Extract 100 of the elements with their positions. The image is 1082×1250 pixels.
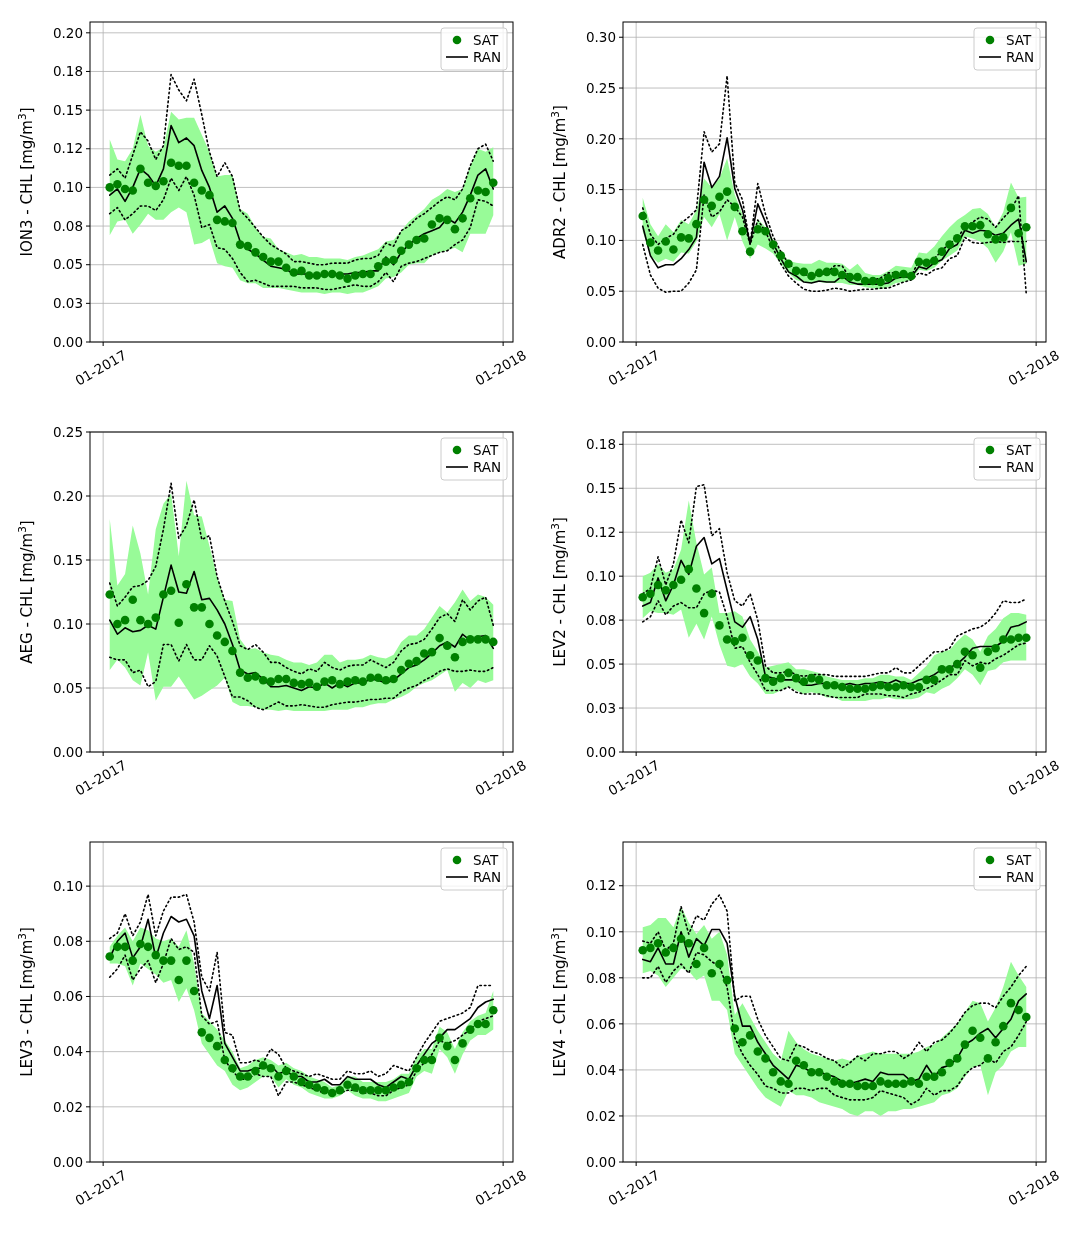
point — [396, 246, 406, 256]
point — [312, 682, 322, 692]
point — [251, 248, 260, 257]
legend-label: SAT — [473, 851, 500, 868]
point — [159, 956, 168, 965]
point — [335, 271, 345, 280]
y-tick-label: 0.20 — [585, 130, 616, 147]
point — [753, 1047, 763, 1056]
point — [312, 1083, 322, 1092]
point — [488, 178, 498, 188]
point — [105, 183, 115, 192]
line-series — [641, 75, 1028, 296]
point — [350, 1083, 360, 1092]
point — [174, 975, 184, 985]
point — [945, 665, 954, 674]
point — [197, 186, 207, 195]
point — [860, 684, 870, 693]
point — [684, 564, 694, 574]
y-tick-label: 0.10 — [52, 615, 83, 632]
point — [205, 619, 214, 629]
point — [960, 1040, 970, 1049]
y-tick-label: 0.20 — [52, 487, 83, 504]
legend-label: SAT — [473, 441, 500, 458]
point — [350, 676, 360, 685]
point — [722, 975, 732, 985]
point — [975, 663, 985, 672]
y-tick-label: 0.05 — [52, 679, 83, 696]
legend-label: RAN — [1006, 868, 1035, 885]
point — [738, 633, 747, 643]
point — [853, 272, 862, 282]
y-tick-label: 0.00 — [52, 333, 83, 350]
point — [435, 633, 444, 643]
point — [320, 1085, 329, 1095]
point — [381, 1085, 391, 1095]
point — [182, 161, 191, 171]
point — [488, 637, 498, 647]
point — [722, 635, 732, 644]
point — [1021, 633, 1031, 643]
point — [228, 1063, 237, 1073]
point — [784, 668, 793, 678]
point — [304, 1080, 314, 1090]
point — [197, 1028, 207, 1037]
point — [722, 187, 732, 196]
point — [960, 647, 970, 657]
y-tick-label: 0.00 — [585, 743, 616, 760]
legend-label: SAT — [1006, 31, 1033, 48]
y-tick-label: 0.30 — [585, 28, 616, 45]
point — [983, 1054, 993, 1063]
point — [745, 651, 755, 660]
y-tick-label: 0.08 — [52, 217, 83, 234]
point — [684, 939, 694, 948]
point — [830, 1077, 839, 1086]
y-tick-label: 0.18 — [585, 436, 616, 453]
point — [991, 643, 1000, 653]
point — [646, 238, 655, 247]
point — [120, 615, 130, 625]
y-tick-label: 0.03 — [585, 699, 616, 716]
y-tick-label: 0.12 — [585, 877, 616, 894]
point — [891, 682, 901, 692]
point — [136, 164, 145, 174]
point — [715, 621, 724, 630]
y-tick-label: 0.10 — [585, 923, 616, 940]
point — [991, 235, 1000, 244]
point — [435, 1033, 444, 1043]
point — [653, 580, 663, 590]
point — [465, 1025, 475, 1034]
point — [327, 269, 337, 279]
point — [297, 266, 306, 276]
point — [937, 1067, 947, 1077]
y-tick-label: 0.03 — [52, 295, 83, 312]
y-tick-label: 0.20 — [52, 24, 83, 41]
point — [258, 1061, 268, 1070]
point — [166, 956, 176, 965]
point — [320, 269, 329, 279]
y-tick-label: 0.02 — [52, 1098, 83, 1115]
point — [669, 943, 678, 953]
point — [228, 646, 237, 656]
point — [389, 255, 398, 265]
point — [692, 219, 701, 229]
point — [638, 945, 648, 955]
point — [304, 271, 314, 280]
point — [151, 613, 161, 622]
point — [799, 267, 809, 277]
point — [358, 269, 368, 279]
point — [143, 178, 153, 188]
point — [266, 677, 276, 686]
y-tick-label: 0.15 — [52, 551, 83, 568]
point — [159, 590, 168, 599]
point — [868, 682, 878, 692]
point — [143, 942, 153, 952]
point — [768, 240, 778, 249]
point — [876, 1077, 885, 1086]
point — [983, 647, 993, 657]
point — [174, 161, 184, 171]
point — [883, 682, 893, 692]
point — [373, 673, 383, 683]
point — [235, 240, 245, 249]
point — [1006, 998, 1016, 1008]
point — [860, 1081, 870, 1091]
point — [1014, 633, 1023, 643]
